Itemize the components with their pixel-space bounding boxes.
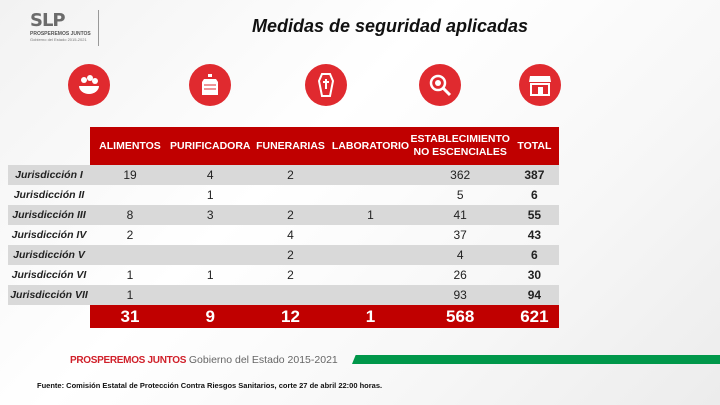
table-cell: 41 (410, 205, 510, 225)
table-cell: 2 (250, 245, 331, 265)
table-cell: 37 (453, 228, 467, 242)
header-total: TOTAL (509, 127, 559, 165)
table-row: Jurisdicción VI 1 1 2 26 30 (8, 265, 559, 285)
row-label: Jurisdicción VI (11, 269, 87, 281)
table-cell: 6 (509, 245, 559, 265)
coffin-icon (305, 64, 347, 106)
food-bowl-icon (68, 64, 110, 106)
row-label: Jurisdicción VII (8, 285, 90, 305)
logo-gov: Gobierno del Estado 2015-2021 (30, 37, 87, 42)
table-cell: 2 (126, 228, 134, 242)
total-purificadora: 9 (170, 305, 251, 328)
total-alimentos: 31 (90, 305, 170, 328)
table-cell (251, 185, 331, 205)
table-cell: 4 (170, 165, 251, 185)
header-establecimiento: ESTABLECIMIENTO NO ESCENCIALES (410, 127, 510, 165)
table-cell: 55 (509, 205, 559, 225)
table-cell: 26 (453, 268, 467, 282)
store-icon (519, 64, 561, 106)
security-measures-table: ALIMENTOS PURIFICADORA FUNERARIAS LABORA… (8, 127, 559, 328)
table-cell: 2 (250, 165, 331, 185)
table-cell (331, 185, 411, 205)
table-row: Jurisdicción IV 2 4 37 43 (8, 225, 559, 245)
table-cell: 5 (456, 188, 464, 202)
footer-green-bar (352, 355, 720, 364)
water-jug-icon (189, 64, 231, 106)
header-blank (8, 127, 90, 165)
table-row: Jurisdicción VII 1 93 94 (8, 285, 559, 305)
total-establecimiento: 568 (410, 305, 510, 328)
footer-slogan: PROSPEREMOS JUNTOS Gobierno del Estado 2… (70, 354, 338, 366)
table-cell: 3 (170, 205, 251, 225)
table-cell: 6 (531, 188, 538, 202)
table-cell (170, 285, 251, 305)
table-cell (330, 165, 411, 185)
total-funerarias: 12 (250, 305, 331, 328)
header-alimentos: ALIMENTOS (90, 127, 170, 165)
footer-prosperemos: PROSPEREMOS JUNTOS (70, 355, 187, 366)
table-cell (330, 245, 411, 265)
table-cell: 30 (527, 268, 542, 282)
table-cell: 1 (206, 188, 214, 202)
table-cell: 2 (287, 268, 294, 282)
row-label: Jurisdicción II (13, 189, 85, 201)
table-cell (250, 285, 331, 305)
page-title: Medidas de seguridad aplicadas (251, 16, 529, 36)
table-cell (90, 245, 170, 265)
total-total: 621 (509, 305, 559, 328)
table-cell: 387 (509, 165, 559, 185)
table-cell: 93 (410, 285, 510, 305)
logo-divider (98, 10, 99, 46)
table-cell (331, 265, 411, 285)
table-cell (170, 225, 251, 245)
row-label: Jurisdicción V (8, 245, 90, 265)
table-row: Jurisdicción I 19 4 2 362 387 (8, 165, 559, 185)
header-funerarias: FUNERARIAS (250, 127, 331, 165)
table-cell: 1 (330, 205, 411, 225)
row-label: Jurisdicción I (8, 165, 90, 185)
header-est-line2: NO ESCENCIALES (413, 146, 507, 158)
table-cell (331, 225, 411, 245)
table-cell (170, 245, 251, 265)
row-label: Jurisdicción III (8, 205, 90, 225)
table-row: Jurisdicción II 1 5 6 (8, 185, 559, 205)
table-cell (330, 285, 411, 305)
table-cell: 1 (206, 268, 214, 282)
source-note: Fuente: Comisión Estatal de Protección C… (37, 381, 383, 390)
totals-row: 31 9 12 1 568 621 (8, 305, 559, 328)
table-cell: 362 (410, 165, 510, 185)
table-cell: 4 (410, 245, 510, 265)
table-cell: 94 (509, 285, 559, 305)
header-laboratorio: LABORATORIO (330, 127, 411, 165)
footer-gov: Gobierno del Estado 2015-2021 (188, 354, 338, 366)
table-cell: 19 (90, 165, 170, 185)
logo-slogan: PROSPEREMOS JUNTOS (30, 31, 91, 37)
total-laboratorio: 1 (330, 305, 411, 328)
totals-blank (8, 305, 90, 328)
microscope-virus-icon (419, 64, 461, 106)
table-cell: 2 (250, 205, 331, 225)
row-label: Jurisdicción IV (11, 229, 87, 241)
table-cell (90, 185, 170, 205)
slp-logo: SLP PROSPEREMOS JUNTOS Gobierno del Esta… (30, 10, 100, 46)
header-purificadora: PURIFICADORA (170, 127, 251, 165)
table-cell: 43 (527, 228, 542, 242)
header-est-line1: ESTABLECIMIENTO (410, 133, 510, 145)
table-header-row: ALIMENTOS PURIFICADORA FUNERARIAS LABORA… (8, 127, 559, 165)
logo-mark: SLP (30, 10, 66, 31)
table-cell: 4 (287, 228, 294, 242)
table-cell: 1 (90, 285, 170, 305)
table-cell: 1 (126, 268, 134, 282)
table-row: Jurisdicción III 8 3 2 1 41 55 (8, 205, 559, 225)
table-cell: 8 (90, 205, 170, 225)
